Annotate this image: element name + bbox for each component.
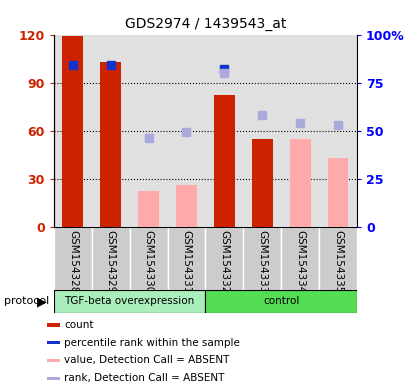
Text: GSM154333: GSM154333 <box>257 230 267 293</box>
FancyBboxPatch shape <box>168 227 205 290</box>
Text: value, Detection Call = ABSENT: value, Detection Call = ABSENT <box>64 356 229 366</box>
Bar <box>47 341 60 344</box>
Text: percentile rank within the sample: percentile rank within the sample <box>64 338 240 348</box>
Text: rank, Detection Call = ABSENT: rank, Detection Call = ABSENT <box>64 373 225 383</box>
Text: GSM154332: GSM154332 <box>220 230 229 293</box>
Bar <box>47 323 60 326</box>
Text: GSM154330: GSM154330 <box>144 230 154 293</box>
Text: GSM154329: GSM154329 <box>106 230 116 293</box>
Bar <box>138 191 159 227</box>
Text: GSM154335: GSM154335 <box>333 230 343 293</box>
Bar <box>290 139 310 227</box>
Text: protocol: protocol <box>4 296 49 306</box>
FancyBboxPatch shape <box>281 227 319 290</box>
FancyBboxPatch shape <box>129 227 168 290</box>
FancyBboxPatch shape <box>54 227 92 290</box>
Bar <box>327 158 348 227</box>
Title: GDS2974 / 1439543_at: GDS2974 / 1439543_at <box>125 17 286 31</box>
FancyBboxPatch shape <box>54 290 205 313</box>
Text: control: control <box>263 296 299 306</box>
FancyBboxPatch shape <box>319 227 357 290</box>
Text: GSM154328: GSM154328 <box>68 230 78 293</box>
Bar <box>252 139 273 227</box>
FancyBboxPatch shape <box>243 227 281 290</box>
Bar <box>63 36 83 227</box>
FancyBboxPatch shape <box>92 227 129 290</box>
Text: count: count <box>64 320 94 330</box>
Bar <box>214 95 235 227</box>
Bar <box>290 139 310 227</box>
Bar <box>47 359 60 362</box>
Text: GSM154331: GSM154331 <box>181 230 191 293</box>
Text: GSM154334: GSM154334 <box>295 230 305 293</box>
Bar <box>100 62 121 227</box>
FancyBboxPatch shape <box>205 290 357 313</box>
Bar <box>176 185 197 227</box>
Text: TGF-beta overexpression: TGF-beta overexpression <box>65 296 195 306</box>
FancyBboxPatch shape <box>205 227 243 290</box>
Text: ▶: ▶ <box>37 295 46 308</box>
Bar <box>47 377 60 380</box>
